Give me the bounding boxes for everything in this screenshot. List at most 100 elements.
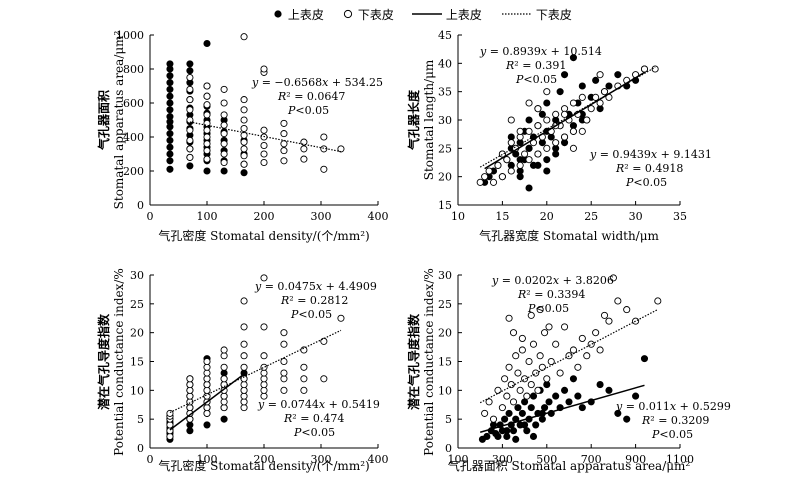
y-tick-label: 15 [438, 356, 452, 369]
x-tick-label: 30 [629, 210, 643, 223]
point-lower [203, 133, 211, 141]
point-lower [518, 334, 526, 342]
point-lower [203, 386, 211, 394]
point-upper [527, 404, 535, 412]
point-upper [166, 165, 174, 173]
point-upper [503, 432, 511, 441]
point-lower [583, 352, 591, 360]
point-lower [527, 311, 535, 319]
point-lower [203, 404, 211, 412]
point-lower [280, 119, 288, 127]
point-lower [240, 352, 248, 360]
point-lower [300, 386, 308, 394]
point-lower [186, 96, 194, 104]
legend-upper-marker-label: 上表皮 [287, 8, 324, 22]
point-upper [166, 85, 174, 93]
point-lower [543, 375, 551, 383]
point-lower [240, 381, 248, 389]
point-upper [186, 421, 194, 429]
point-upper [516, 173, 524, 181]
x-tick-label: 300 [311, 210, 332, 223]
point-lower [240, 323, 248, 331]
point-lower [203, 82, 211, 90]
annotation-r2: R² = 0.474 [283, 412, 344, 425]
point-lower [280, 157, 288, 165]
x-tick-label: 400 [368, 453, 389, 466]
point-lower [260, 65, 268, 73]
point-upper [538, 415, 546, 423]
point-lower [220, 130, 228, 138]
y-tick-label: 30 [130, 269, 144, 282]
point-upper [166, 130, 174, 138]
point-lower [260, 381, 268, 389]
legend-upper-line-label: 上表皮 [445, 8, 482, 22]
y-tick-label: 30 [438, 269, 452, 282]
point-lower [186, 136, 194, 144]
x-axis-title: 气孔器宽度 Stomatal width/μm [479, 228, 659, 243]
point-lower [507, 139, 515, 147]
point-upper [240, 169, 248, 177]
y-tick-label: 30 [438, 114, 452, 127]
point-upper [525, 116, 533, 124]
x-tick-label: 25 [584, 210, 598, 223]
point-lower [501, 375, 509, 383]
point-lower [534, 150, 542, 158]
point-lower [534, 386, 542, 394]
point-lower [489, 178, 498, 186]
point-upper [543, 381, 551, 389]
solid-line-icon [412, 13, 442, 15]
y-tick-label: 600 [123, 97, 144, 110]
point-lower [260, 323, 268, 331]
point-lower [260, 126, 268, 134]
y-tick-label: 20 [438, 171, 452, 184]
point-lower [320, 145, 328, 153]
point-lower [583, 116, 591, 124]
annotation-p: P<0.05 [625, 176, 667, 189]
chart-panel-bottom-left: 0 100 200 300 400 0 5 10 15 20 25 30 气孔密度 Stomatal d… [96, 268, 389, 473]
point-lower [203, 381, 211, 389]
x-tick-label: 100 [197, 210, 218, 223]
x-axis-title: 气孔器面积 Stomatal apparatus area/μm² [448, 458, 691, 473]
point-lower [494, 161, 502, 169]
y-axis-title-cn: 气孔器长度 [406, 89, 421, 151]
point-lower [186, 106, 194, 114]
point-lower [552, 139, 560, 147]
point-lower [186, 386, 194, 394]
point-lower [240, 386, 248, 394]
x-tick-label: 15 [495, 210, 509, 223]
point-lower [220, 404, 228, 412]
x-tick-label: 200 [254, 453, 275, 466]
point-lower [489, 415, 498, 423]
point-lower [203, 101, 211, 109]
point-lower [203, 363, 211, 371]
point-lower [600, 88, 609, 96]
point-lower [523, 392, 531, 400]
point-upper [166, 113, 174, 121]
point-upper [574, 392, 582, 400]
point-lower [240, 404, 248, 412]
point-lower [240, 96, 248, 104]
point-lower [536, 306, 544, 314]
point-lower [505, 363, 513, 371]
point-lower [280, 357, 288, 366]
point-lower [260, 375, 268, 383]
point-upper [514, 404, 522, 412]
point-upper [605, 386, 613, 394]
point-lower [186, 73, 194, 82]
point-upper [494, 432, 502, 441]
point-lower [300, 145, 308, 153]
point-lower [186, 126, 194, 134]
point-upper [569, 375, 577, 383]
annotation-r2: R² = 0.0647 [277, 90, 345, 103]
point-upper [561, 71, 569, 79]
x-tick-label: 0 [147, 453, 154, 466]
fit-line-upper [169, 373, 245, 431]
x-tick-label: 200 [254, 210, 275, 223]
point-lower [509, 329, 518, 337]
point-upper [529, 432, 538, 441]
point-upper [166, 150, 174, 158]
point-lower [166, 432, 174, 441]
point-upper [220, 369, 228, 377]
